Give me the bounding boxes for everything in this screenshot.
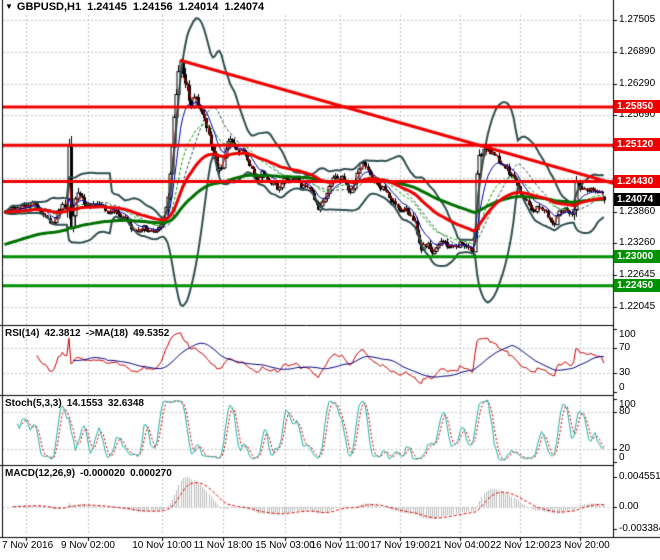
price-level-badge: 1.23000 [614, 249, 660, 263]
stoch-name: Stoch(5,3,3) [5, 398, 62, 409]
macd-scale-label: 0.00 [619, 501, 639, 512]
x-axis-label: 16 Nov 11:00 [310, 540, 370, 551]
rsi-scale-label: 30 [619, 367, 631, 379]
price-level-badge: 1.25120 [614, 138, 660, 152]
price-open: 1.24145 [87, 1, 127, 13]
macd-value: -0.000020 [80, 468, 126, 479]
macd-scale-label: 0.004551 [619, 471, 660, 482]
rsi-indicator-label: RSI(14) 42.3812 ->MA(18) 49.5352 [5, 328, 174, 339]
macd-signal-value: 0.000270 [130, 468, 172, 479]
rsi-value: 42.3812 [44, 328, 81, 339]
y-axis-label: 1.23260 [619, 237, 656, 249]
y-axis-label: 1.25690 [619, 109, 656, 121]
y-axis-label: 1.27505 [619, 14, 656, 25]
symbol-timeframe: GBPUSD,H1 [16, 1, 82, 13]
ohlc-toggle-icon[interactable]: ▼ [5, 2, 13, 11]
macd-indicator-label: MACD(12,26,9) -0.000020 0.000270 [5, 468, 177, 479]
x-axis-label: 10 Nov 10:00 [132, 540, 192, 551]
price-low: 1.24014 [178, 1, 219, 13]
rsi-ma-name: ->MA(18) [85, 328, 129, 339]
y-axis-label: 1.26890 [619, 46, 656, 58]
rsi-scale-label: 100 [619, 329, 636, 340]
rsi-scale-label: 0 [619, 382, 625, 393]
current-price-badge: 1.24074 [614, 193, 660, 207]
price-high: 1.24156 [132, 1, 173, 13]
x-axis-label: 22 Nov 12:00 [490, 540, 550, 551]
x-axis-label: 9 Nov 02:00 [61, 540, 115, 551]
price-level-badge: 1.22450 [614, 278, 660, 292]
rsi-ma-value: 49.5352 [133, 328, 170, 339]
macd-scale-label: -0.003384 [619, 523, 660, 535]
y-axis-label: 1.26290 [619, 77, 656, 89]
price-close: 1.24074 [224, 1, 265, 13]
chart-title: ▼ GBPUSD,H1 1.24145 1.24156 1.24014 1.24074 [5, 1, 270, 13]
y-axis-label: 1.23860 [619, 205, 656, 217]
y-axis-label: 1.22045 [619, 300, 656, 312]
stoch-scale-label: 80 [619, 405, 631, 417]
stoch-scale-label: 100 [619, 399, 636, 410]
stoch-k-value: 14.1553 [66, 398, 103, 409]
stoch-scale-label: 0 [619, 452, 625, 463]
x-axis-label: 21 Nov 04:00 [430, 540, 490, 551]
price-level-badge: 1.24430 [614, 174, 660, 188]
stoch-d-value: 32.6348 [107, 398, 144, 409]
x-axis-label: 7 Nov 2016 [2, 540, 54, 551]
price-level-badge: 1.25850 [614, 99, 660, 113]
stoch-indicator-label: Stoch(5,3,3) 14.1553 32.6348 [5, 398, 149, 409]
rsi-scale-label: 70 [619, 341, 631, 353]
rsi-name: RSI(14) [5, 328, 40, 339]
x-axis-label: 11 Nov 18:00 [193, 540, 253, 551]
stoch-scale-label: 20 [619, 443, 631, 455]
macd-name: MACD(12,26,9) [5, 468, 76, 479]
x-axis-label: 23 Nov 20:00 [550, 540, 610, 551]
x-axis-label: 17 Nov 19:00 [370, 540, 430, 551]
x-axis-label: 15 Nov 03:00 [255, 540, 315, 551]
y-axis-label: 1.22645 [619, 269, 656, 281]
